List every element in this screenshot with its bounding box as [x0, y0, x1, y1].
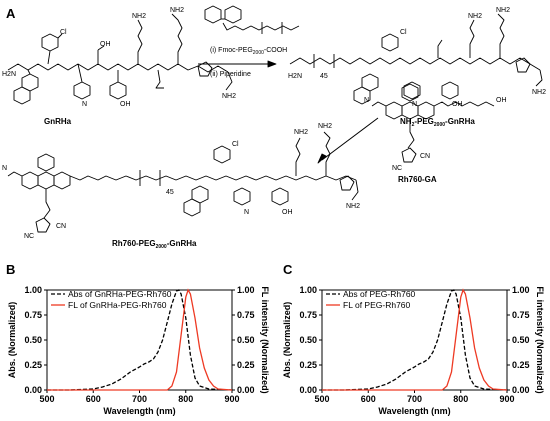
- atom-cl-1: Cl: [60, 29, 67, 36]
- y-right-tick-label: 0.75: [512, 310, 530, 320]
- rh760-ga-structure: [371, 83, 495, 163]
- label-nh2-peg-gnrha: NH2-PEG2000-GnRHa: [400, 117, 475, 128]
- y-left-tick-label: 0.00: [299, 385, 317, 395]
- panel-letter-b: B: [6, 262, 15, 277]
- y-right-tick-label: 0.50: [512, 335, 530, 345]
- legend-label-0: Abs of PEG-Rh760: [343, 289, 416, 299]
- fmoc-peg-reagent: [204, 5, 300, 34]
- y-left-tick-label: 0.75: [299, 310, 317, 320]
- nh2-peg-gnrha-structure: [289, 13, 543, 105]
- y-right-tick-label: 1.00: [237, 285, 255, 295]
- label-final-conjugate: Rh760-PEG2000-GnRHa: [112, 239, 197, 250]
- y-right-tick-label: 0.50: [237, 335, 255, 345]
- y-left-axis-label: Abs. (Normalized): [7, 302, 17, 379]
- atom-nh2-1: NH2: [132, 13, 146, 20]
- scheme-labels: GnRHa (i) Fmoc-PEG2000-COOH (ii) Piperid…: [2, 7, 546, 250]
- atom-nh2-9: NH2: [346, 203, 360, 210]
- x-tick-label: 700: [407, 394, 422, 404]
- atom-n-3: N: [364, 97, 369, 104]
- atom-cl-2: Cl: [400, 29, 407, 36]
- y-right-axis-label: FL intensity (Normalized): [535, 286, 545, 393]
- atom-oh-4: OH: [496, 97, 507, 104]
- legend-label-1: FL of PEG-Rh760: [343, 300, 411, 310]
- atom-n-1: N: [82, 101, 87, 108]
- scheme-structures: [7, 5, 543, 233]
- atom-oh-1: OH: [100, 41, 111, 48]
- atom-oh-5: OH: [282, 209, 293, 216]
- x-tick-label: 600: [361, 394, 376, 404]
- label-rh760-ga: Rh760-GA: [398, 175, 437, 184]
- atom-nh2-6: NH2: [532, 89, 546, 96]
- panel-letter-c: C: [283, 262, 293, 277]
- gnrha-structure: [7, 13, 233, 105]
- step1-label: (i) Fmoc-PEG2000-COOH: [210, 47, 287, 56]
- y-left-tick-label: 1.00: [299, 285, 317, 295]
- atom-n-4: N: [2, 165, 7, 172]
- y-right-tick-label: 0.25: [512, 360, 530, 370]
- x-axis-label: Wavelength (nm): [378, 406, 450, 416]
- y-left-tick-label: 0.50: [24, 335, 42, 345]
- x-tick-label: 900: [224, 394, 239, 404]
- series-line-1: [322, 288, 508, 391]
- y-left-tick-label: 1.00: [24, 285, 42, 295]
- atom-oh-3: OH: [452, 101, 463, 108]
- atom-h2n-1: H2N: [2, 71, 16, 78]
- series-line-0: [47, 289, 233, 391]
- label-gnrha: GnRHa: [44, 117, 72, 126]
- y-right-tick-label: 0.75: [237, 310, 255, 320]
- y-right-tick-label: 1.00: [512, 285, 530, 295]
- panel-letter-a: A: [6, 6, 16, 21]
- x-tick-label: 500: [39, 394, 54, 404]
- y-right-tick-label: 0.25: [237, 360, 255, 370]
- x-tick-label: 800: [178, 394, 193, 404]
- y-left-axis-label: Abs. (Normalized): [282, 302, 292, 379]
- peg-n-1: 45: [320, 73, 328, 80]
- y-left-tick-label: 0.75: [24, 310, 42, 320]
- y-left-tick-label: 0.00: [24, 385, 42, 395]
- x-tick-label: 600: [86, 394, 101, 404]
- atom-nh2-3: NH2: [222, 93, 236, 100]
- y-right-tick-label: 0.00: [237, 385, 255, 395]
- atom-cn-2: CN: [56, 223, 66, 230]
- step2-label: (ii) Piperidine: [210, 71, 251, 78]
- atom-cn-1: CN: [420, 153, 430, 160]
- x-tick-label: 900: [499, 394, 514, 404]
- atom-n-2: N: [412, 101, 417, 108]
- y-right-axis-label: FL intensity (Normalized): [260, 286, 270, 393]
- legend-label-0: Abs of GnRHa-PEG-Rh760: [68, 289, 172, 299]
- atom-nc-1: NC: [392, 165, 402, 172]
- atom-nh2-7: NH2: [294, 129, 308, 136]
- atom-nh2-5: NH2: [496, 7, 510, 14]
- atom-nc-2: NC: [24, 233, 34, 240]
- atom-h2n-2: H2N: [288, 73, 302, 80]
- x-tick-label: 500: [314, 394, 329, 404]
- x-tick-label: 800: [453, 394, 468, 404]
- x-tick-label: 700: [132, 394, 147, 404]
- y-right-tick-label: 0.00: [512, 385, 530, 395]
- y-left-tick-label: 0.25: [24, 360, 42, 370]
- rh760-peg-gnrha-structure: [7, 131, 359, 233]
- x-axis-label: Wavelength (nm): [103, 406, 175, 416]
- atom-nh2-2: NH2: [170, 7, 184, 14]
- atom-nh2-8: NH2: [318, 123, 332, 130]
- peg-n-2: 45: [166, 189, 174, 196]
- y-left-tick-label: 0.25: [299, 360, 317, 370]
- series-line-1: [47, 288, 233, 391]
- legend-label-1: FL of GnRHa-PEG-Rh760: [68, 300, 167, 310]
- atom-n-5: N: [244, 209, 249, 216]
- atom-nh2-4: NH2: [468, 13, 482, 20]
- atom-cl-3: Cl: [232, 141, 239, 148]
- series-line-0: [322, 289, 508, 391]
- y-left-tick-label: 0.50: [299, 335, 317, 345]
- atom-oh-2: OH: [120, 101, 131, 108]
